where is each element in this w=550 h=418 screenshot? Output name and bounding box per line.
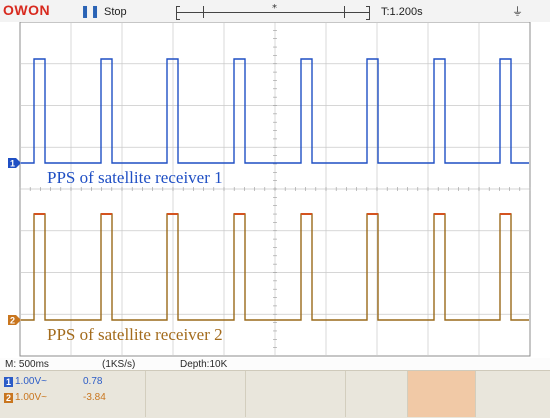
- channel-2-waveform: [21, 213, 529, 321]
- channel-2-scale: 1.00V~: [15, 392, 47, 403]
- channel-1-offset: 0.78: [83, 376, 103, 387]
- trace-label-ch1: PPS of satellite receiver 1: [47, 168, 223, 187]
- time-offset-label: T:1.200s: [381, 6, 423, 18]
- acquisition-state: Stop: [104, 6, 127, 18]
- channel-1-row[interactable]: 1 1.00V~ 0.78: [0, 375, 145, 389]
- channel-info-panel: 1 1.00V~ 0.78 2 1.00V~ -3.84: [0, 370, 550, 418]
- channel-1-ground-marker-text: 1: [10, 159, 15, 169]
- measurement-panel-1[interactable]: [145, 371, 246, 417]
- trace-label-ch2: PPS of satellite receiver 2: [47, 325, 223, 344]
- usb-icon: ⏚: [512, 5, 523, 18]
- top-status-bar: OWON ❚❚ Stop * T:1.200s ⏚: [0, 0, 550, 22]
- channel-1-badge: 1: [4, 377, 13, 387]
- waveform-canvas: 12: [8, 22, 531, 357]
- channel-1-scale: 1.00V~: [15, 376, 47, 387]
- sample-rate-label: (1KS/s): [102, 359, 136, 370]
- acquisition-info-bar: M: 500ms (1KS/s) Depth:10K: [0, 358, 550, 370]
- measurement-panel-3[interactable]: [345, 371, 408, 417]
- channel-2-offset: -3.84: [83, 392, 106, 403]
- channel-2-row[interactable]: 2 1.00V~ -3.84: [0, 391, 145, 405]
- memory-depth-label: Depth:10K: [180, 359, 228, 370]
- trigger-position-bar: *: [176, 3, 370, 20]
- channel-2-ground-marker-text: 2: [10, 316, 15, 326]
- channel-2-ground-marker: [8, 315, 21, 325]
- channel-2-badge: 2: [4, 393, 13, 403]
- timebase-label: M: 500ms: [5, 359, 49, 370]
- measurement-panel-5[interactable]: [475, 371, 550, 417]
- pause-icon: ❚❚: [80, 4, 101, 18]
- trigger-position-marker: *: [272, 3, 277, 14]
- channel-1-ground-marker: [8, 158, 21, 168]
- brand-logo: OWON: [3, 2, 51, 18]
- channel-1-waveform: [21, 58, 529, 164]
- measurement-panel-4[interactable]: [407, 371, 476, 417]
- measurement-panel-2[interactable]: [245, 371, 346, 417]
